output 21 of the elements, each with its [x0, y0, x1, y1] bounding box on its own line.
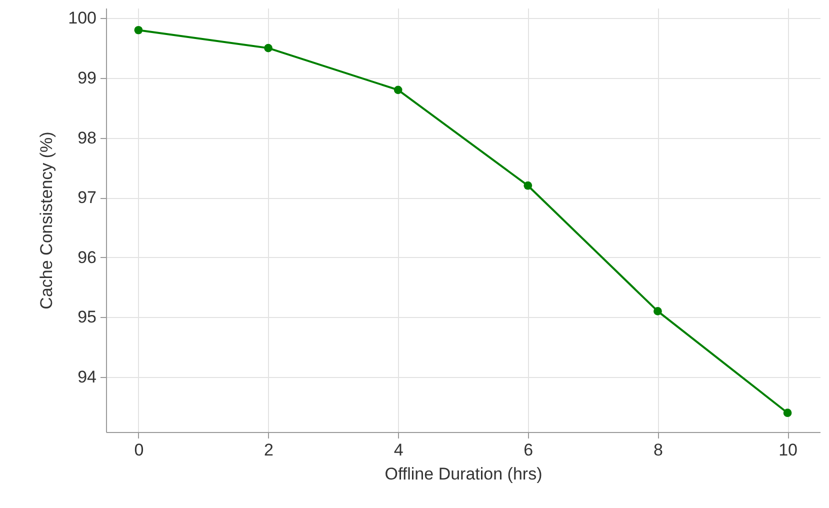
y-tick-label: 95 — [78, 308, 96, 327]
y-tick-label: 100 — [68, 8, 96, 28]
x-tick-label: 4 — [394, 440, 404, 460]
x-tick-label: 0 — [134, 440, 144, 460]
x-tick-label: 8 — [653, 440, 663, 460]
point — [654, 307, 662, 316]
point — [524, 181, 532, 190]
y-tick-label: 99 — [78, 68, 96, 88]
y-tick-label: 98 — [78, 128, 96, 148]
x-tick-label: 6 — [524, 440, 534, 460]
point — [783, 408, 792, 418]
point — [134, 26, 143, 34]
y-tick-label: 96 — [78, 248, 96, 267]
point — [394, 86, 402, 94]
x-axis-title: Offline Duration (hrs) — [384, 464, 542, 484]
y-tick-label: 97 — [78, 188, 96, 208]
point — [264, 44, 272, 52]
y-tick-label: 94 — [78, 367, 96, 386]
x-tick-label: 2 — [264, 440, 274, 460]
x-tick-label: 10 — [778, 440, 798, 460]
y-axis-title: Cache Consistency (%) — [37, 132, 56, 310]
